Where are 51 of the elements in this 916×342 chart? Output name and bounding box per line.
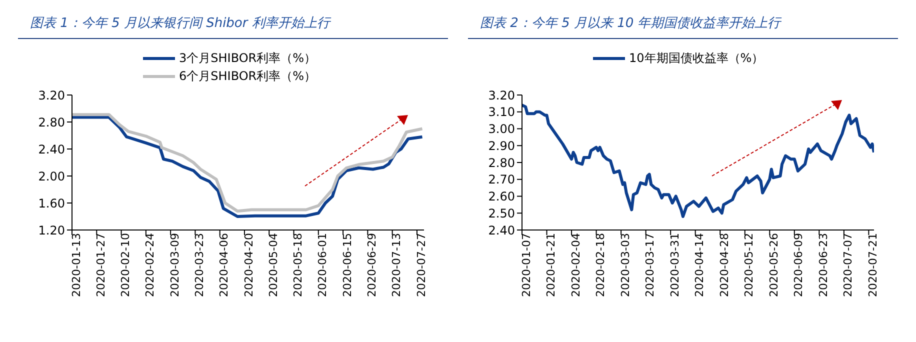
y-tick-label: 3.20: [38, 88, 65, 102]
x-tick-label: 2020-06-29: [365, 233, 378, 297]
y-tick-label: 3.00: [488, 122, 515, 136]
x-tick-label: 2020-01-21: [544, 233, 558, 297]
legend-label: 3个月SHIBOR利率（%）: [179, 50, 316, 67]
x-tick-label: 2020-02-10: [119, 233, 132, 297]
x-tick-label: 2020-05-12: [742, 233, 756, 297]
y-tick-label: 3.20: [488, 88, 515, 102]
x-tick-label: 2020-02-18: [594, 233, 608, 297]
x-tick-label: 2020-01-27: [94, 233, 108, 297]
x-tick-label: 2020-07-21: [866, 233, 880, 297]
x-tick-label: 2020-01-07: [520, 233, 533, 297]
x-tick-label: 2020-02-04: [569, 233, 582, 297]
x-tick-label: 2020-07-07: [842, 233, 855, 297]
x-tick-label: 2020-04-14: [693, 233, 706, 297]
y-tick-label: 1.20: [38, 223, 65, 238]
x-tick-label: 2020-06-01: [316, 233, 330, 297]
x-tick-label: 2020-06-09: [792, 233, 806, 297]
legend-label: 6个月SHIBOR利率（%）: [179, 68, 316, 85]
x-tick-label: 2020-03-09: [168, 233, 182, 297]
legend-label: 10年期国债收益率（%）: [629, 50, 764, 67]
line-series: [522, 104, 874, 218]
x-tick-label: 2020-06-15: [340, 233, 354, 297]
x-tick-label: 2020-04-28: [718, 233, 731, 297]
x-tick-label: 2020-06-23: [816, 233, 830, 297]
y-tick-label: 2.50: [488, 206, 515, 220]
y-tick-label: 2.00: [38, 169, 65, 184]
y-tick-label: 1.60: [38, 196, 65, 210]
x-tick-label: 2020-03-31: [668, 233, 682, 297]
x-tick-label: 2020-02-24: [144, 233, 157, 297]
y-tick-label: 2.80: [488, 156, 515, 170]
x-tick-label: 2020-04-20: [242, 233, 256, 297]
y-tick-label: 3.10: [488, 105, 515, 120]
x-tick-label: 2020-05-04: [266, 233, 280, 297]
chart-title: 图表 2：今年 5 月以来 10 年期国债收益率开始上行: [468, 8, 898, 39]
y-tick-label: 2.60: [488, 190, 515, 204]
y-tick-label: 2.70: [488, 172, 515, 187]
y-tick-label: 2.40: [38, 142, 65, 156]
x-tick-label: 2020-07-13: [390, 233, 404, 297]
y-tick-label: 2.40: [488, 223, 515, 238]
y-tick-label: 2.90: [488, 138, 515, 153]
x-tick-label: 2020-05-26: [767, 233, 780, 297]
x-tick-label: 2020-07-27: [414, 233, 428, 297]
x-tick-label: 2020-05-18: [292, 233, 305, 297]
x-tick-label: 2020-01-13: [70, 233, 83, 297]
x-tick-label: 2020-03-17: [644, 233, 657, 297]
chart-title: 图表 1：今年 5 月以来银行间 Shibor 利率开始上行: [18, 8, 448, 39]
x-tick-label: 2020-03-03: [618, 233, 632, 297]
x-tick-label: 2020-04-06: [218, 233, 231, 297]
x-tick-label: 2020-03-23: [193, 233, 206, 297]
y-tick-label: 2.80: [38, 115, 65, 130]
